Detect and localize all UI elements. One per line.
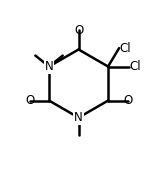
Text: Cl: Cl xyxy=(129,60,141,73)
Text: O: O xyxy=(123,94,132,107)
Text: N: N xyxy=(45,60,53,73)
Text: Cl: Cl xyxy=(119,42,131,55)
Text: O: O xyxy=(25,94,34,107)
Text: O: O xyxy=(74,24,83,37)
Text: N: N xyxy=(74,111,83,124)
